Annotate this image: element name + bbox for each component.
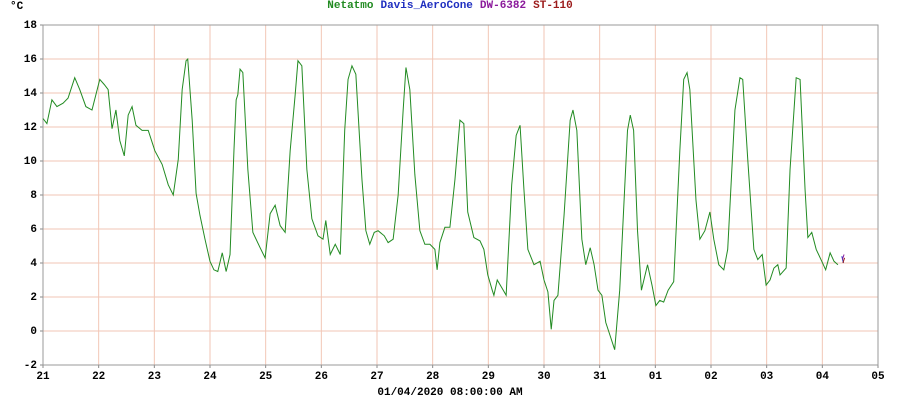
y-tick-label: 8 bbox=[30, 190, 37, 202]
y-tick-label: 0 bbox=[30, 326, 37, 338]
x-tick-label: 04 bbox=[816, 371, 830, 383]
legend-entry: ST-110 bbox=[533, 0, 573, 12]
x-tick-label: 22 bbox=[92, 371, 105, 383]
x-tick-label: 31 bbox=[593, 371, 607, 383]
series-line bbox=[841, 254, 845, 260]
x-tick-label: 30 bbox=[537, 371, 550, 383]
x-tick-label: 24 bbox=[203, 371, 217, 383]
x-tick-label: 28 bbox=[426, 371, 440, 383]
x-tick-label: 23 bbox=[148, 371, 162, 383]
y-tick-label: 2 bbox=[30, 292, 37, 304]
plot-border bbox=[42, 24, 879, 366]
y-tick-label: 16 bbox=[24, 54, 37, 66]
x-tick-label: 27 bbox=[370, 371, 383, 383]
y-axis-label: °C bbox=[10, 1, 24, 13]
y-tick-label: 10 bbox=[24, 156, 37, 168]
x-tick-label: 29 bbox=[482, 371, 495, 383]
x-tick-label: 01 bbox=[649, 371, 663, 383]
series-line bbox=[842, 257, 846, 264]
legend-entry: DW-6382 bbox=[479, 0, 527, 12]
y-tick-label: 6 bbox=[30, 224, 37, 236]
y-tick-label: 12 bbox=[24, 122, 37, 134]
legend: Netatmo Davis_AeroCone DW-6382 ST-110 bbox=[0, 0, 900, 12]
x-tick-label: 02 bbox=[704, 371, 717, 383]
legend-entry: Netatmo bbox=[327, 0, 374, 12]
x-tick-label: 26 bbox=[315, 371, 328, 383]
y-tick-label: 4 bbox=[30, 258, 37, 270]
y-tick-label: -2 bbox=[24, 360, 37, 372]
x-axis-label: 01/04/2020 08:00:00 AM bbox=[377, 387, 523, 399]
legend-entry: Davis_AeroCone bbox=[380, 0, 473, 12]
y-tick-label: 18 bbox=[24, 20, 38, 32]
x-tick-label: 05 bbox=[871, 371, 885, 383]
y-tick-label: 14 bbox=[24, 88, 38, 100]
x-tick-label: 25 bbox=[259, 371, 273, 383]
series-line bbox=[42, 57, 839, 350]
x-tick-label: 03 bbox=[760, 371, 774, 383]
x-tick-label: 21 bbox=[36, 371, 50, 383]
